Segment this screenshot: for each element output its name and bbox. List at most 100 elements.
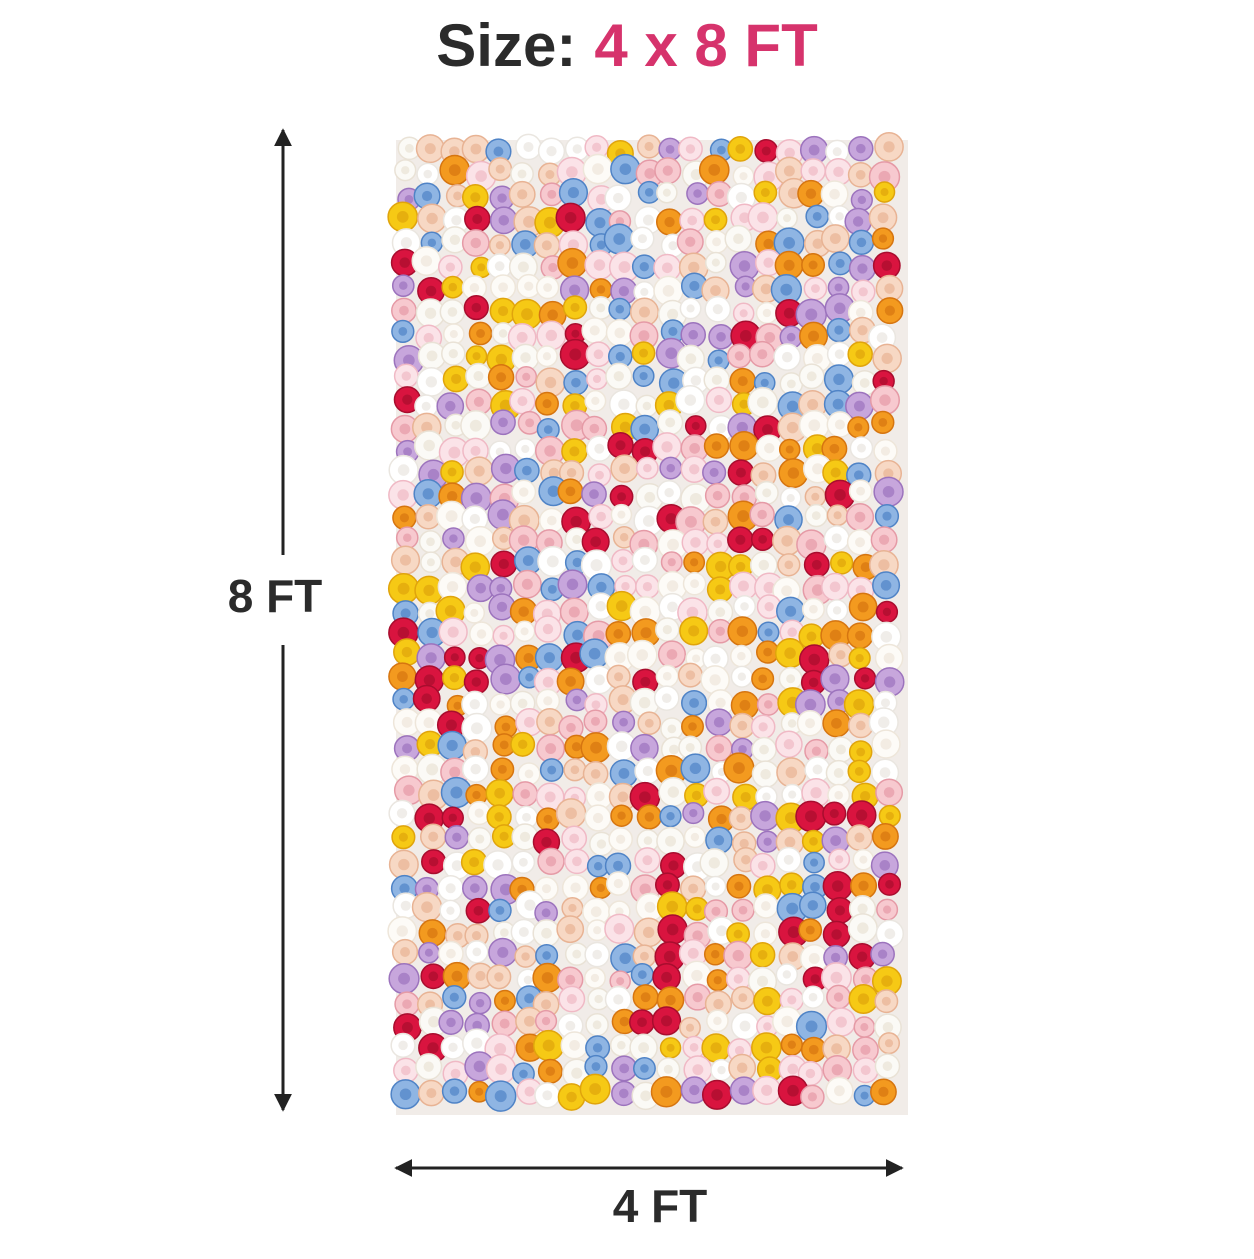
flower (519, 239, 531, 250)
flower (398, 858, 410, 871)
flower (445, 262, 455, 272)
flower (834, 283, 843, 292)
flower (881, 996, 891, 1006)
flower (809, 836, 818, 846)
flower (569, 284, 581, 296)
flower (521, 578, 533, 590)
flower (572, 557, 582, 568)
flower (524, 1042, 536, 1054)
flower (783, 165, 795, 177)
flower (499, 831, 509, 841)
flower (666, 649, 678, 660)
flower (426, 626, 438, 639)
flower (470, 143, 482, 155)
flower (882, 1061, 893, 1071)
flower (811, 746, 821, 756)
flower (883, 905, 892, 914)
flower (493, 146, 504, 157)
flower (596, 581, 607, 593)
flower (857, 325, 868, 336)
flower (617, 1040, 626, 1050)
flower (451, 860, 463, 872)
flower (525, 673, 534, 682)
flower (692, 991, 703, 1003)
flower (570, 515, 582, 528)
flower (619, 533, 629, 542)
flower (853, 470, 864, 480)
flower (860, 1044, 871, 1055)
flower (541, 1016, 551, 1026)
flower (475, 1087, 484, 1096)
flower (542, 951, 551, 960)
flower (661, 693, 672, 703)
flower (808, 1044, 819, 1055)
flower (495, 164, 505, 174)
flower (877, 212, 889, 224)
flower (732, 949, 744, 962)
flower (403, 533, 412, 542)
flower (450, 786, 463, 799)
flower (668, 326, 678, 336)
flower (543, 652, 555, 664)
flower (883, 652, 895, 664)
flower (830, 467, 841, 478)
flower (739, 492, 750, 502)
flower (428, 1015, 440, 1028)
flower (568, 903, 577, 913)
flower (786, 332, 796, 342)
flower (710, 285, 721, 296)
flower (690, 558, 699, 567)
flower (807, 900, 819, 911)
flower (499, 673, 512, 685)
flower (690, 537, 701, 548)
flower (737, 672, 746, 681)
flower (452, 832, 462, 842)
flower (758, 559, 770, 571)
flower (425, 376, 437, 388)
flower (569, 1039, 580, 1051)
flower (397, 671, 408, 682)
flower (498, 215, 510, 226)
flower (644, 188, 654, 197)
flower (451, 215, 462, 226)
flower (500, 462, 512, 475)
flower (808, 419, 821, 432)
flower (423, 169, 433, 179)
flower (640, 287, 649, 297)
flower (639, 555, 650, 565)
flower (593, 674, 605, 686)
flower (757, 509, 767, 520)
flower (400, 900, 411, 911)
flower (542, 1090, 553, 1101)
flower (831, 1043, 843, 1055)
flower (642, 855, 653, 866)
flower (878, 716, 890, 728)
flower (568, 606, 580, 618)
flower (662, 188, 671, 197)
flower (494, 1090, 507, 1103)
flower (787, 926, 800, 938)
flower (614, 672, 624, 682)
flower (711, 215, 720, 225)
flower (881, 260, 893, 271)
flower (760, 378, 769, 387)
flower (811, 352, 823, 364)
flower (764, 602, 774, 612)
flower (783, 854, 794, 865)
flower (469, 283, 480, 293)
flower (781, 351, 793, 363)
flower (518, 606, 529, 617)
flower (453, 191, 462, 201)
flower (423, 812, 435, 824)
flower (884, 283, 895, 294)
flower (857, 922, 869, 934)
flower (619, 952, 631, 964)
flower (666, 580, 679, 592)
flower (497, 193, 507, 203)
flower (524, 716, 535, 728)
flower (494, 654, 506, 666)
flower (712, 237, 722, 247)
flower (811, 284, 820, 293)
flower (711, 1089, 723, 1101)
flower (807, 1092, 818, 1102)
